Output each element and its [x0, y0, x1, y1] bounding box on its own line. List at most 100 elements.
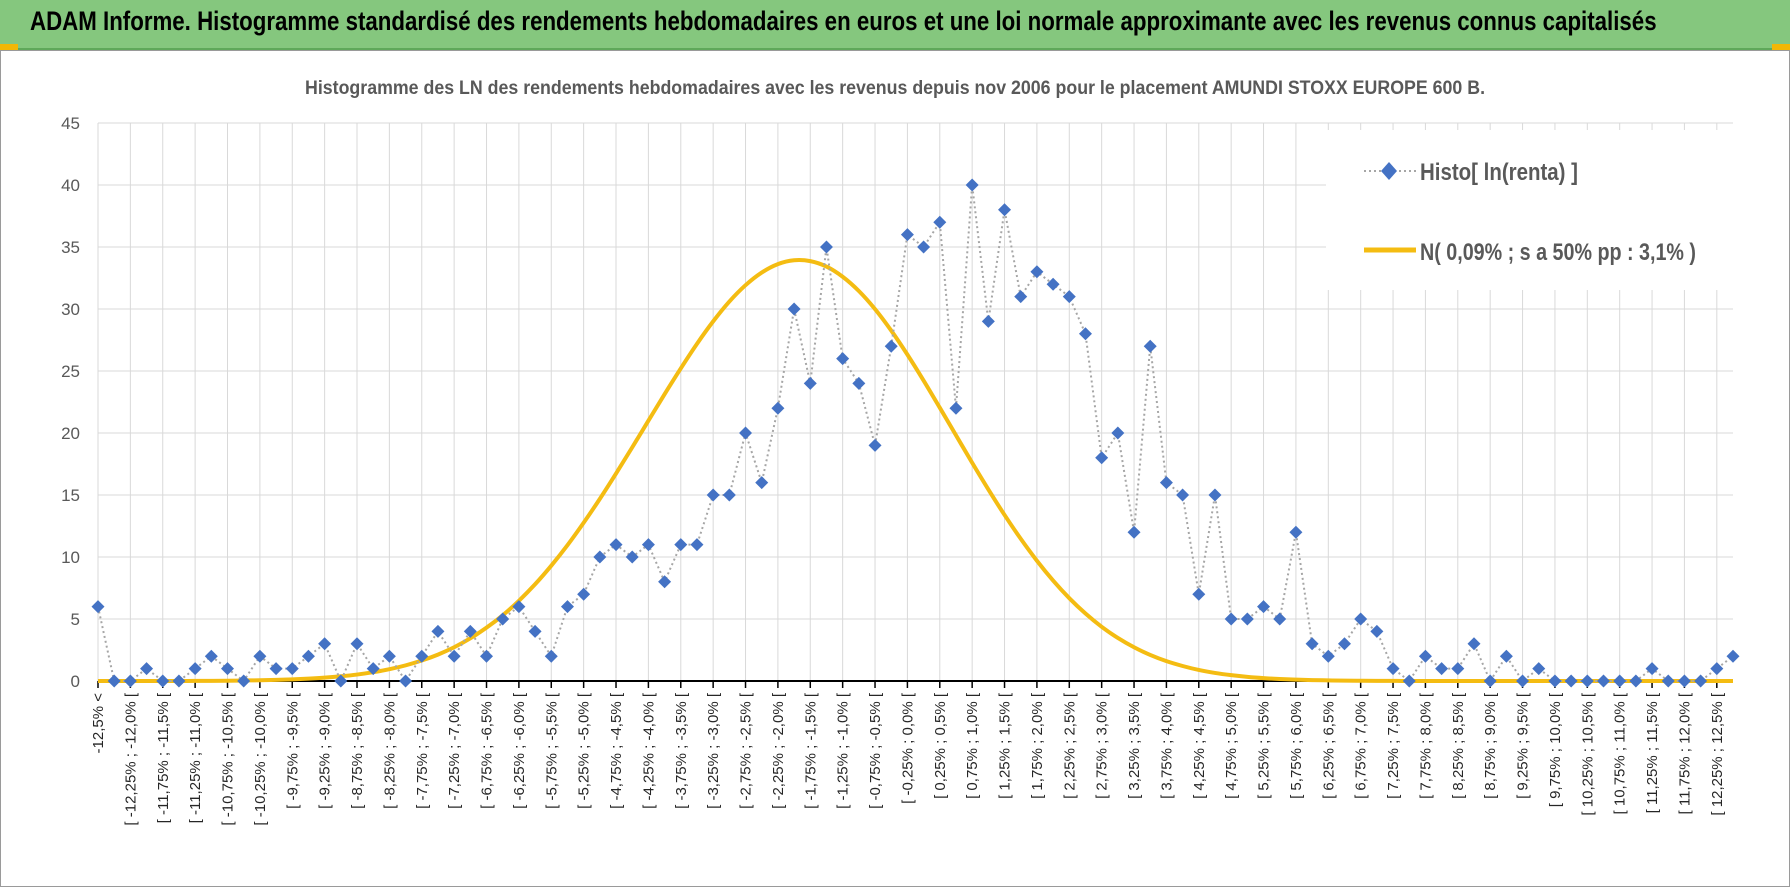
histo-point — [156, 674, 170, 688]
histo-point — [1677, 674, 1691, 688]
histo-point — [836, 352, 850, 366]
normal-curve-series — [97, 258, 1733, 684]
axes: 0 5 10 15 20 25 30 35 40 45 -12,5% < [ -12,25% ; -1… — [61, 114, 1733, 826]
histo-point — [1192, 587, 1206, 601]
y-tick-label: 10 — [61, 548, 80, 567]
histo-point — [609, 538, 623, 552]
x-tick-label: [ -9,25% ; -9,0% [ — [317, 692, 334, 809]
histo-point — [722, 488, 736, 502]
histo-point — [1451, 662, 1465, 676]
x-tick-label: [ 6,75% ; 7,0% [ — [1353, 692, 1370, 799]
legend[interactable]: Histo[ ln(renta) ] N( 0,09% ; s a 50% pp… — [1326, 130, 1734, 290]
histo-point — [447, 649, 461, 663]
legend-background — [1326, 130, 1734, 290]
histo-point — [1645, 662, 1659, 676]
histo-point — [1613, 674, 1627, 688]
x-tick-label: [ 5,25% ; 5,5% [ — [1256, 692, 1273, 799]
histo-point — [1548, 674, 1562, 688]
x-tick-label: [ -5,25% ; -5,0% [ — [576, 692, 593, 809]
histogram-series — [91, 178, 1740, 688]
x-tick-label: [ -7,75% ; -7,5% [ — [414, 692, 431, 809]
x-tick-label: [ 4,25% ; 4,5% [ — [1191, 692, 1208, 799]
x-tick-label: [ -11,25% ; -11,0% [ — [187, 692, 204, 823]
histo-point — [819, 240, 833, 254]
x-tick-label: [ -9,75% ; -9,5% [ — [284, 692, 301, 809]
histo-point — [221, 662, 235, 676]
histo-point — [1321, 649, 1335, 663]
histo-point — [998, 203, 1012, 217]
x-tick-label: [ 9,25% ; 9,5% [ — [1515, 692, 1532, 799]
x-tick-label: [ 7,75% ; 8,0% [ — [1417, 692, 1434, 799]
histo-point — [1386, 662, 1400, 676]
histo-point — [852, 376, 866, 390]
x-tick-label: [ 9,75% ; 10,0% [ — [1547, 692, 1564, 807]
histo-point — [480, 649, 494, 663]
histo-point — [560, 600, 574, 614]
histo-point — [382, 649, 396, 663]
x-tick-label: -12,5% < — [90, 693, 107, 754]
x-tick-label: [ -12,25% ; -12,0% [ — [122, 692, 139, 825]
x-tick-label: [ -8,75% ; -8,5% [ — [349, 692, 366, 809]
x-tick-label: [ 3,75% ; 4,0% [ — [1158, 692, 1175, 799]
x-tick-label: [ -2,75% ; -2,5% [ — [738, 692, 755, 809]
histo-point — [1289, 525, 1303, 539]
histo-point — [1257, 600, 1271, 614]
histo-point — [1661, 674, 1675, 688]
normal-curve-line — [97, 258, 1733, 684]
histo-point — [1467, 637, 1481, 651]
histo-point — [1694, 674, 1708, 688]
x-tick-label: [ -7,25% ; -7,0% [ — [446, 692, 463, 809]
histo-point — [1370, 624, 1384, 638]
histo-point — [1564, 674, 1578, 688]
histo-point — [512, 600, 526, 614]
histo-point — [1516, 674, 1530, 688]
y-tick-label: 35 — [61, 238, 80, 257]
histo-point — [269, 662, 283, 676]
histo-point — [690, 538, 704, 552]
x-tick-label: [ 3,25% ; 3,5% [ — [1126, 692, 1143, 799]
histo-point — [1143, 339, 1157, 353]
x-tick-label: [ 8,25% ; 8,5% [ — [1450, 692, 1467, 799]
histo-point — [868, 438, 882, 452]
chart-title: Histogramme des LN des rendements hebdom… — [305, 78, 1485, 99]
histo-point — [496, 612, 510, 626]
legend-histo-marker — [1381, 162, 1397, 180]
header-banner: ADAM Informe. Histogramme standardisé de… — [0, 0, 1790, 50]
histo-point — [1046, 277, 1060, 291]
histo-point — [140, 662, 154, 676]
x-tick-label: [ 11,75% ; 12,0% [ — [1676, 692, 1693, 814]
histo-point — [318, 637, 332, 651]
y-tick-label: 45 — [61, 114, 80, 133]
x-tick-label: [ 10,75% ; 11,0% [ — [1612, 692, 1629, 814]
x-tick-label: [ 8,75% ; 9,0% [ — [1482, 692, 1499, 799]
histo-point — [1078, 327, 1092, 341]
histo-point — [431, 624, 445, 638]
x-tick-label: [ 0,75% ; 1,0% [ — [964, 692, 981, 799]
histo-point — [1273, 612, 1287, 626]
histo-point — [528, 624, 542, 638]
histo-point — [917, 240, 931, 254]
histo-point — [1095, 451, 1109, 465]
x-tick-label: [ -4,75% ; -4,5% [ — [608, 692, 625, 809]
histo-point — [285, 662, 299, 676]
histo-point — [1111, 426, 1125, 440]
histo-point — [1127, 525, 1141, 539]
y-tick-label: 5 — [71, 610, 80, 629]
x-tick-label: [ 2,25% ; 2,5% [ — [1061, 692, 1078, 799]
histo-point — [1596, 674, 1610, 688]
histo-point — [1418, 649, 1432, 663]
histo-point — [1062, 290, 1076, 304]
x-tick-label: [ -1,25% ; -1,0% [ — [835, 692, 852, 809]
x-tick-label: [ 10,25% ; 10,5% [ — [1579, 692, 1596, 815]
x-tick-label: [ 7,25% ; 7,5% [ — [1385, 692, 1402, 799]
page-title: ADAM Informe. Histogramme standardisé de… — [30, 6, 1657, 36]
histo-point — [253, 649, 267, 663]
histo-point — [204, 649, 218, 663]
histo-point — [658, 575, 672, 589]
x-tick-label: [ -10,25% ; -10,0% [ — [252, 692, 269, 825]
x-tick-label: [ 6,25% ; 6,5% [ — [1320, 692, 1337, 799]
x-tick-label: [ -5,75% ; -5,5% [ — [543, 692, 560, 809]
corner-accent-right — [1772, 44, 1790, 51]
histo-point — [1710, 662, 1724, 676]
